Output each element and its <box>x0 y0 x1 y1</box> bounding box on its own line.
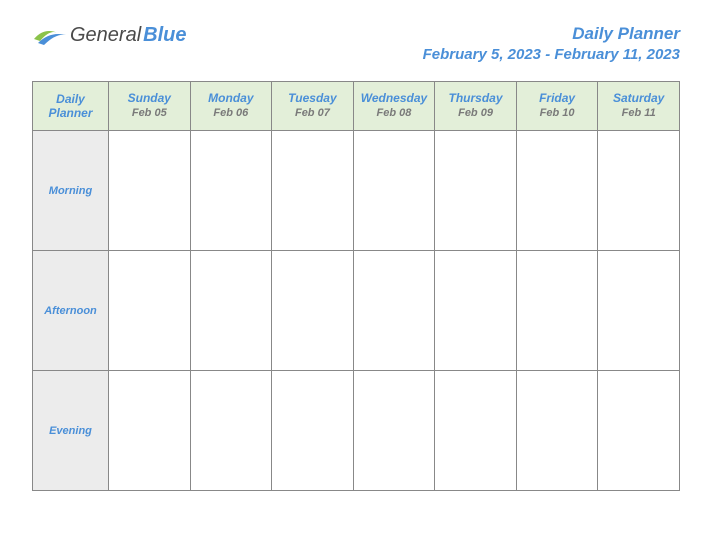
day-header-wednesday: Wednesday Feb 08 <box>353 82 435 131</box>
cell[interactable] <box>272 251 354 371</box>
row-afternoon: Afternoon <box>33 251 680 371</box>
day-name: Friday <box>521 91 594 105</box>
day-name: Sunday <box>113 91 186 105</box>
logo-text-blue: Blue <box>143 24 186 47</box>
cell[interactable] <box>598 371 680 491</box>
row-evening: Evening <box>33 371 680 491</box>
day-date: Feb 07 <box>276 107 349 119</box>
day-header-monday: Monday Feb 06 <box>190 82 272 131</box>
cell[interactable] <box>190 131 272 251</box>
day-date: Feb 08 <box>358 107 431 119</box>
cell[interactable] <box>598 251 680 371</box>
day-date: Feb 11 <box>602 107 675 119</box>
cell[interactable] <box>190 371 272 491</box>
planner-table: Daily Planner Sunday Feb 05 Monday Feb 0… <box>32 81 680 491</box>
cell[interactable] <box>190 251 272 371</box>
cell[interactable] <box>109 371 191 491</box>
cell[interactable] <box>435 131 517 251</box>
day-date: Feb 09 <box>439 107 512 119</box>
cell[interactable] <box>272 371 354 491</box>
cell[interactable] <box>516 131 598 251</box>
time-label-afternoon: Afternoon <box>33 251 109 371</box>
cell[interactable] <box>516 251 598 371</box>
title-block: Daily Planner February 5, 2023 - Februar… <box>423 24 680 63</box>
day-header-thursday: Thursday Feb 09 <box>435 82 517 131</box>
logo-swoosh-icon <box>32 25 68 47</box>
cell[interactable] <box>435 251 517 371</box>
time-label-evening: Evening <box>33 371 109 491</box>
cell[interactable] <box>516 371 598 491</box>
day-name: Thursday <box>439 91 512 105</box>
day-header-friday: Friday Feb 10 <box>516 82 598 131</box>
day-name: Monday <box>195 91 268 105</box>
day-date: Feb 06 <box>195 107 268 119</box>
logo: General Blue <box>32 24 187 47</box>
cell[interactable] <box>353 371 435 491</box>
day-date: Feb 10 <box>521 107 594 119</box>
cell[interactable] <box>435 371 517 491</box>
corner-label: Daily Planner <box>33 82 109 131</box>
cell[interactable] <box>353 131 435 251</box>
cell[interactable] <box>109 131 191 251</box>
cell[interactable] <box>109 251 191 371</box>
cell[interactable] <box>353 251 435 371</box>
header-row-days: Daily Planner Sunday Feb 05 Monday Feb 0… <box>33 82 680 131</box>
day-header-tuesday: Tuesday Feb 07 <box>272 82 354 131</box>
cell[interactable] <box>272 131 354 251</box>
day-date: Feb 05 <box>113 107 186 119</box>
day-name: Saturday <box>602 91 675 105</box>
time-label-morning: Morning <box>33 131 109 251</box>
day-name: Wednesday <box>358 91 431 105</box>
day-name: Tuesday <box>276 91 349 105</box>
header-row: General Blue Daily Planner February 5, 2… <box>32 24 680 63</box>
page-title: Daily Planner <box>423 24 680 44</box>
row-morning: Morning <box>33 131 680 251</box>
day-header-sunday: Sunday Feb 05 <box>109 82 191 131</box>
date-range: February 5, 2023 - February 11, 2023 <box>423 46 680 63</box>
day-header-saturday: Saturday Feb 11 <box>598 82 680 131</box>
logo-text-general: General <box>70 24 141 47</box>
cell[interactable] <box>598 131 680 251</box>
